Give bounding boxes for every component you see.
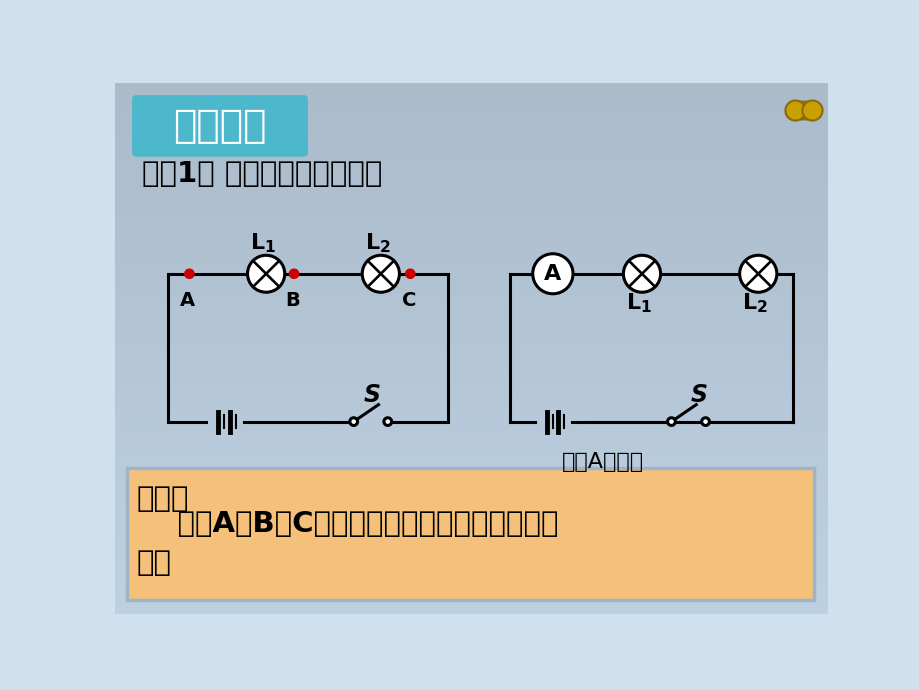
Circle shape <box>532 254 573 294</box>
Circle shape <box>785 101 805 121</box>
Text: 测量A点电流: 测量A点电流 <box>562 452 643 472</box>
Text: B: B <box>285 290 300 310</box>
Text: 实验探究: 实验探究 <box>173 107 267 145</box>
Text: $\mathbf{L_1}$: $\mathbf{L_1}$ <box>250 231 276 255</box>
Circle shape <box>349 417 357 426</box>
Circle shape <box>801 101 822 121</box>
FancyBboxPatch shape <box>132 95 308 157</box>
Text: S: S <box>690 383 707 406</box>
Circle shape <box>623 255 660 293</box>
Text: 流过A、B、C各点的电流大小可能存在什么关: 流过A、B、C各点的电流大小可能存在什么关 <box>137 510 558 538</box>
Circle shape <box>289 269 299 278</box>
Text: $\mathbf{L_2}$: $\mathbf{L_2}$ <box>742 291 767 315</box>
Text: A: A <box>544 264 561 284</box>
Text: 探癹1： 串联电路的电流规律: 探癹1： 串联电路的电流规律 <box>142 159 382 188</box>
Text: $\mathbf{L_1}$: $\mathbf{L_1}$ <box>625 291 652 315</box>
Circle shape <box>667 417 675 426</box>
FancyBboxPatch shape <box>127 468 813 600</box>
Text: S: S <box>363 383 380 406</box>
Text: C: C <box>401 290 415 310</box>
Circle shape <box>185 269 194 278</box>
Text: $\mathbf{L_2}$: $\mathbf{L_2}$ <box>365 231 391 255</box>
Circle shape <box>247 255 284 293</box>
Circle shape <box>383 417 391 426</box>
Circle shape <box>701 417 709 426</box>
FancyBboxPatch shape <box>789 101 815 120</box>
Circle shape <box>405 269 414 278</box>
Text: A: A <box>180 290 195 310</box>
Circle shape <box>739 255 776 293</box>
Text: 系？: 系？ <box>137 549 172 577</box>
Text: 猜想：: 猜想： <box>137 485 189 513</box>
Circle shape <box>362 255 399 293</box>
